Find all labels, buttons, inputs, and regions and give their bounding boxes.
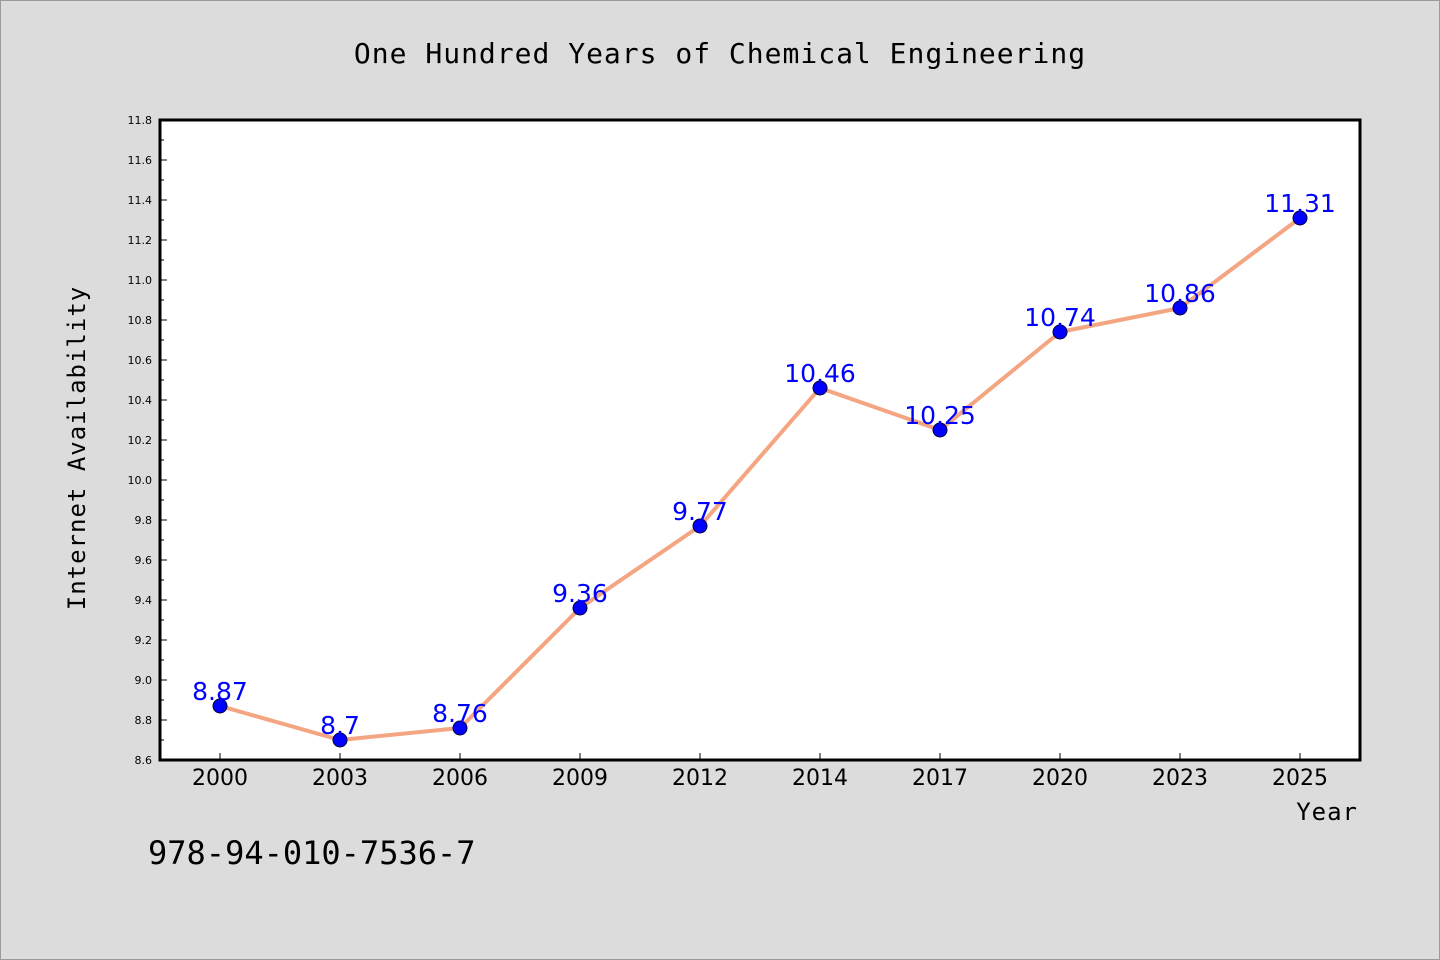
chart-title: One Hundred Years of Chemical Engineerin… <box>354 37 1086 70</box>
y-tick-label: 10.2 <box>128 434 153 447</box>
y-tick-label: 11.0 <box>128 274 153 287</box>
y-tick-label: 10.6 <box>128 354 153 367</box>
x-tick-label: 2023 <box>1152 766 1208 791</box>
data-label: 10.46 <box>784 359 856 388</box>
data-label: 10.74 <box>1024 303 1096 332</box>
y-axis-label: Internet Availability <box>63 286 91 610</box>
y-tick-label: 9.4 <box>135 594 153 607</box>
data-point <box>572 600 588 616</box>
data-point <box>1292 210 1308 226</box>
x-tick-label: 2017 <box>912 766 968 791</box>
data-point <box>812 380 828 396</box>
y-tick-label: 8.6 <box>135 754 153 767</box>
series-layer: 8.87 8.7 8.76 9.36 9.77 10.46 10.25 10.74 10.86 1… <box>192 189 1336 748</box>
data-point <box>932 422 948 438</box>
y-tick-label: 10.4 <box>128 394 153 407</box>
data-label: 9.36 <box>552 579 608 608</box>
x-tick-label: 2006 <box>432 766 488 791</box>
data-label: 9.77 <box>672 497 728 526</box>
series-line <box>219 216 1302 742</box>
x-tick-label: 2014 <box>792 766 848 791</box>
plot-area <box>158 118 1362 762</box>
data-point <box>692 518 708 534</box>
y-axis-ticks: 8.6 8.8 9.0 9.2 9.4 9.6 9.8 10.0 10.2 10.4 10.6 10.… <box>128 114 167 767</box>
data-point <box>332 732 348 748</box>
y-tick-label: 9.2 <box>135 634 153 647</box>
y-tick-label: 11.2 <box>128 234 153 247</box>
y-tick-label: 11.4 <box>128 194 153 207</box>
x-tick-label: 2009 <box>552 766 608 791</box>
y-tick-label: 11.8 <box>128 114 153 127</box>
x-axis-label: Year <box>1296 798 1358 826</box>
data-label: 8.87 <box>192 677 248 706</box>
data-point <box>452 720 468 736</box>
x-tick-label: 2012 <box>672 766 728 791</box>
x-tick-label: 2000 <box>192 766 248 791</box>
y-tick-label: 11.6 <box>128 154 153 167</box>
data-point <box>1172 300 1188 316</box>
x-tick-label: 2025 <box>1272 766 1328 791</box>
x-axis-ticks: 2000 2003 2006 2009 2012 2014 2017 2020 2023 2025 <box>192 753 1328 791</box>
data-point <box>1052 324 1068 340</box>
data-label: 10.25 <box>904 401 976 430</box>
data-point <box>212 698 228 714</box>
y-tick-label: 9.8 <box>135 514 153 527</box>
data-label: 11.31 <box>1264 189 1336 218</box>
data-label: 8.7 <box>320 711 360 740</box>
y-tick-label: 8.8 <box>135 714 153 727</box>
x-tick-label: 2020 <box>1032 766 1088 791</box>
data-label: 8.76 <box>432 699 488 728</box>
data-label: 10.86 <box>1144 279 1216 308</box>
y-tick-label: 9.6 <box>135 554 153 567</box>
isbn-label: 978-94-010-7536-7 <box>148 834 476 872</box>
x-tick-label: 2003 <box>312 766 368 791</box>
y-tick-label: 10.0 <box>128 474 153 487</box>
y-tick-label: 9.0 <box>135 674 153 687</box>
y-tick-label: 10.8 <box>128 314 153 327</box>
